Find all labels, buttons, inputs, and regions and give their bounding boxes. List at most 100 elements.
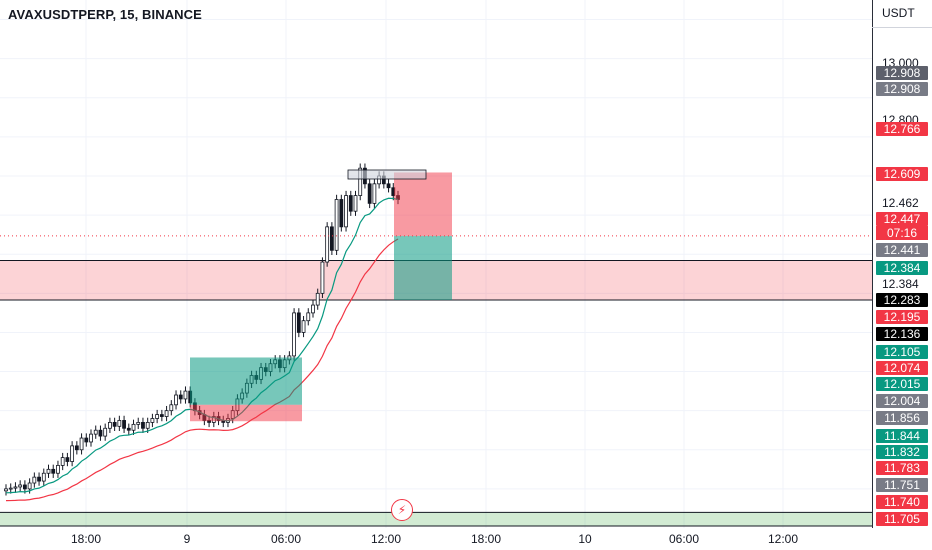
price-label: 12.195 <box>876 310 928 324</box>
time-label: 10 <box>578 532 592 546</box>
candle-body <box>79 437 84 451</box>
candle-body <box>306 312 311 322</box>
price-chart[interactable] <box>0 0 872 528</box>
currency-unit-label: USDT <box>882 6 915 20</box>
price-label: 12.908 <box>876 66 928 80</box>
candle-body <box>8 487 13 490</box>
candle-body <box>51 468 56 474</box>
candle-body <box>74 445 79 451</box>
candle-body <box>344 195 348 228</box>
time-label: 12:00 <box>370 532 402 546</box>
candle-body <box>18 484 23 488</box>
candle-body <box>70 445 75 462</box>
candle-body <box>93 429 98 435</box>
price-label: 12.766 <box>876 122 928 136</box>
ema-fast-line <box>5 197 399 494</box>
price-label: 11.751 <box>876 478 928 492</box>
candle-body <box>329 226 334 251</box>
time-label: 06:00 <box>668 532 700 546</box>
candle-body <box>122 420 126 429</box>
time-label: 18:00 <box>70 532 102 546</box>
unit-divider <box>872 27 932 28</box>
candle-body <box>292 312 296 357</box>
price-label: 12.004 <box>876 394 928 408</box>
time-label: 9 <box>183 532 191 546</box>
candle-body <box>320 261 325 294</box>
candle-body <box>386 183 391 189</box>
price-label: 11.856 <box>876 411 928 425</box>
price-label: 12.447 <box>876 212 928 226</box>
candle-body <box>174 394 178 406</box>
candle-body <box>108 421 112 429</box>
candle-body <box>84 437 89 443</box>
price-label: 11.844 <box>876 429 928 443</box>
flash-icon[interactable]: ⚡ <box>391 499 413 521</box>
time-axis[interactable]: 18:00 9 06:00 12:00 18:00 10 06:00 12:00 <box>0 528 872 550</box>
candle-body <box>141 421 145 429</box>
symbol-title: AVAXUSDTPERP, 15, BINANCE <box>8 7 202 22</box>
candle-body <box>131 423 136 431</box>
price-label: 12.015 <box>876 377 928 391</box>
candle-body <box>60 457 65 466</box>
currency-unit-button[interactable]: USDT <box>872 0 932 28</box>
candle-body <box>358 167 363 196</box>
candle-body <box>136 421 141 425</box>
candle-body <box>103 427 108 437</box>
candle-body <box>89 433 93 443</box>
price-label: 11.705 <box>876 512 928 526</box>
candle-body <box>32 476 37 484</box>
candle-body <box>117 420 122 427</box>
price-tick: 12.384 <box>882 277 919 291</box>
position-stop-zone <box>190 404 302 422</box>
candle-body <box>41 472 46 482</box>
price-label: 11.832 <box>876 445 928 459</box>
price-label: 12.908 <box>876 82 928 96</box>
time-label: 12:00 <box>767 532 799 546</box>
candle-body <box>112 421 117 427</box>
position-target-zone <box>190 357 302 405</box>
candle-body <box>315 292 320 306</box>
candle-body <box>334 199 339 251</box>
candle-body <box>325 226 330 263</box>
candle-body <box>159 414 164 417</box>
price-label: 11.740 <box>876 495 928 509</box>
candle-body <box>13 486 18 489</box>
candle-body <box>353 195 358 212</box>
candle-body <box>169 404 174 412</box>
time-label: 18:00 <box>470 532 502 546</box>
candle-body <box>4 488 8 492</box>
candle-body <box>56 465 60 474</box>
price-label: 12.609 <box>876 167 928 181</box>
candle-body <box>98 429 103 437</box>
candle-body <box>164 410 169 417</box>
candle-body <box>126 427 131 431</box>
position-stop-zone <box>394 172 452 236</box>
price-label: 12.441 <box>876 243 928 257</box>
candle-body <box>301 320 306 333</box>
support-zone <box>0 512 872 527</box>
candle-body <box>27 482 32 490</box>
candle-body <box>37 476 41 482</box>
position-target-zone <box>394 235 452 300</box>
time-label: 06:00 <box>270 532 302 546</box>
candle-body <box>150 418 155 423</box>
candle-body <box>155 414 160 419</box>
price-label: 12.136 <box>876 327 928 341</box>
candle-body <box>367 183 372 204</box>
price-label: 12.384 <box>876 261 928 275</box>
price-label: 12.105 <box>876 345 928 359</box>
candle-body <box>22 484 27 490</box>
price-tick: 12.462 <box>882 196 919 210</box>
candle-body <box>348 195 353 212</box>
candle-body <box>339 199 344 228</box>
candle-body <box>372 183 377 204</box>
high-marker <box>347 169 427 180</box>
candle-body <box>145 421 150 429</box>
candle-body <box>65 457 70 462</box>
candle-body <box>178 394 183 400</box>
price-label: 11.783 <box>876 461 928 475</box>
candle-body <box>296 312 301 333</box>
candle-body <box>183 390 188 400</box>
ema-slow-line <box>5 238 399 502</box>
candle-body <box>46 468 51 474</box>
